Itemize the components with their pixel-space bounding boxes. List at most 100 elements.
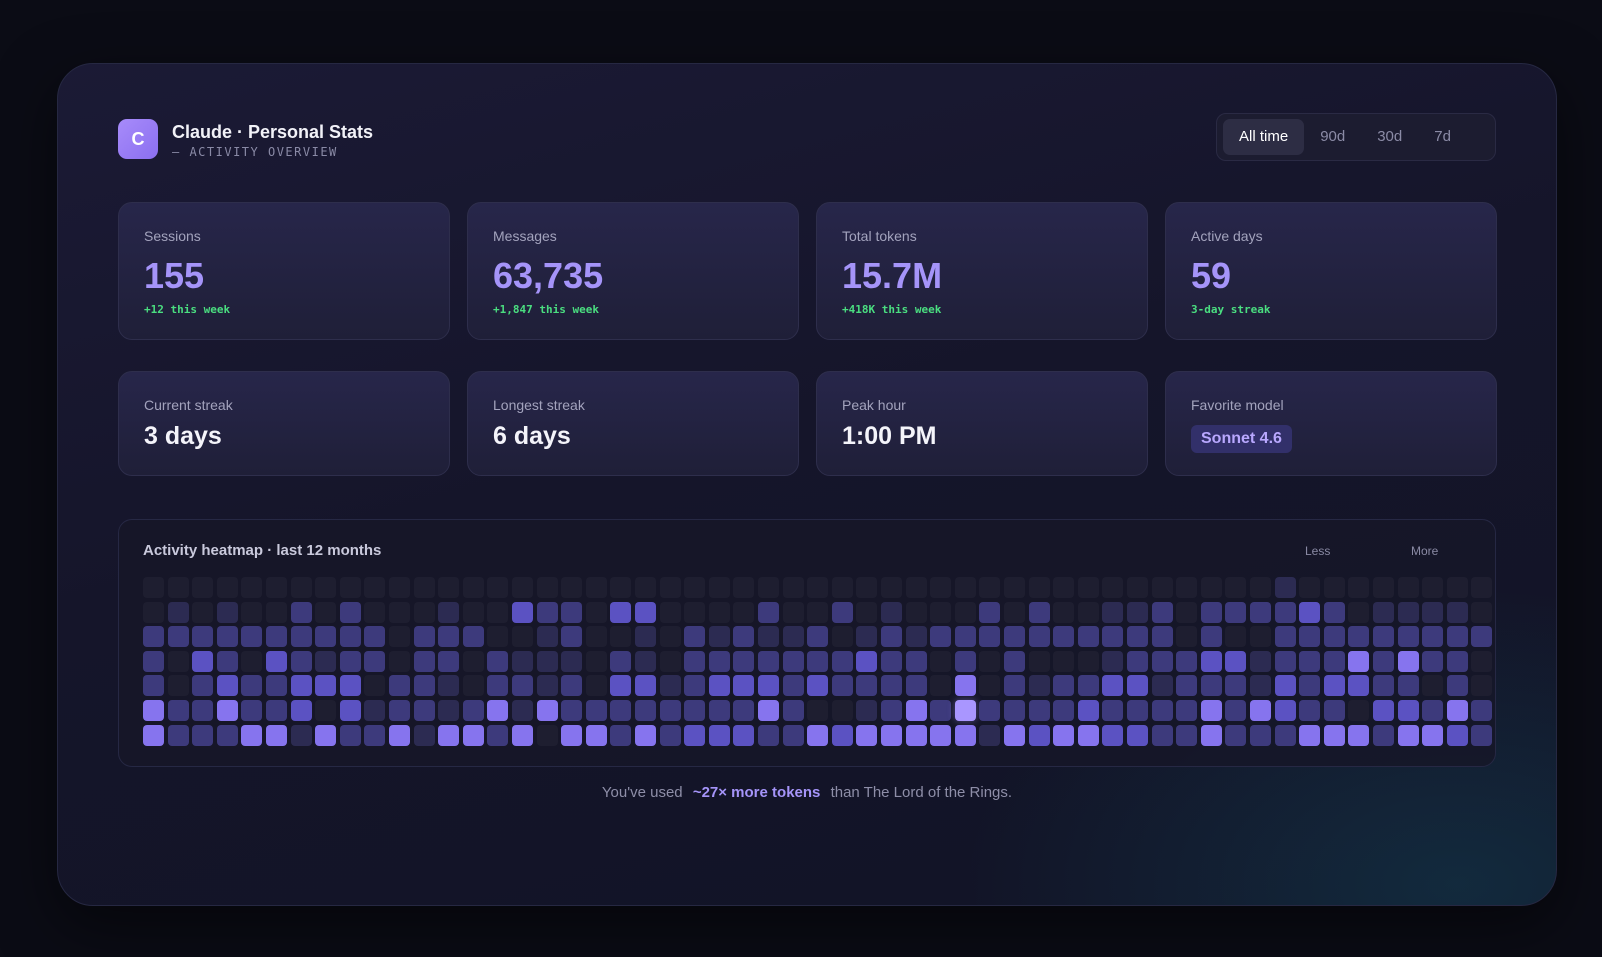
heatmap-cell <box>1446 626 1468 648</box>
range-30d[interactable]: 30d <box>1377 128 1403 145</box>
heatmap-cell <box>216 650 238 672</box>
stat-delta: +1,847 this week <box>493 303 599 316</box>
heatmap-cell <box>1053 650 1075 672</box>
heatmap-cell <box>585 626 607 648</box>
footer-suffix: than The Lord of the Rings. <box>830 784 1013 801</box>
heatmap-cell <box>905 626 927 648</box>
heatmap-cell <box>512 700 533 721</box>
heatmap-cell <box>1200 577 1222 598</box>
heatmap-cell <box>1028 577 1050 598</box>
heatmap-cell <box>881 577 902 598</box>
heatmap-cell <box>831 675 853 697</box>
heatmap-cell <box>1028 700 1050 721</box>
heatmap-cell <box>831 724 853 746</box>
heatmap-cell <box>216 675 238 697</box>
heatmap-cell <box>143 577 164 598</box>
heatmap-cell <box>610 626 632 648</box>
heatmap-cell <box>635 724 656 746</box>
heatmap-cell <box>536 650 558 672</box>
heatmap-cell <box>1299 601 1321 623</box>
heatmap-cell <box>290 650 312 672</box>
heatmap-cell <box>1422 626 1444 648</box>
heatmap-cell <box>1004 601 1025 623</box>
heatmap-cell <box>831 626 853 648</box>
heatmap-cell <box>954 626 976 648</box>
stat-delta: 3-day streak <box>1191 303 1271 316</box>
heatmap-cell <box>216 700 238 721</box>
heatmap-cell <box>1446 675 1468 697</box>
heatmap-cell <box>512 626 533 648</box>
heatmap-cell <box>1053 601 1075 623</box>
heatmap-cell <box>192 626 214 648</box>
heatmap-cell <box>1200 650 1222 672</box>
heatmap-cell <box>143 675 164 697</box>
stat-value: 59 <box>1191 255 1232 296</box>
heatmap-cell <box>241 601 263 623</box>
heatmap-cell <box>290 724 312 746</box>
heatmap-cell <box>782 577 804 598</box>
heatmap-cell <box>143 700 164 721</box>
heatmap-cell <box>192 675 214 697</box>
heatmap-cell <box>192 700 214 721</box>
total-tokens-card: Total tokens 15.7M +418K this week <box>816 202 1148 340</box>
heatmap-cell <box>684 700 706 721</box>
heatmap-cell <box>1446 724 1468 746</box>
heatmap-cell <box>1151 626 1173 648</box>
heatmap-cell <box>1077 675 1099 697</box>
heatmap-cell <box>1299 626 1321 648</box>
heatmap-cell <box>905 700 927 721</box>
heatmap-cell <box>167 675 189 697</box>
stat-label: Active days <box>1191 228 1263 244</box>
detail-value: 1:00 PM <box>842 422 937 450</box>
heatmap-cell <box>610 577 632 598</box>
heatmap-cell <box>389 601 410 623</box>
heatmap-cell <box>1446 650 1468 672</box>
heatmap-cell <box>364 724 386 746</box>
heatmap-cell <box>143 650 164 672</box>
heatmap-cell <box>462 650 484 672</box>
heatmap-cell <box>979 675 1001 697</box>
heatmap-cell <box>1176 577 1198 598</box>
heatmap-cell <box>733 626 755 648</box>
heatmap-cell <box>389 724 410 746</box>
heatmap-cell <box>1004 577 1025 598</box>
heatmap-cell <box>413 577 435 598</box>
detail-value: 6 days <box>493 422 571 450</box>
heatmap-cell <box>758 577 779 598</box>
range-all-time[interactable]: All time <box>1223 119 1305 155</box>
heatmap-cell <box>1323 626 1345 648</box>
heatmap-cell <box>1127 724 1148 746</box>
heatmap-cell <box>1127 577 1148 598</box>
heatmap-cell <box>1053 626 1075 648</box>
heatmap-cell <box>1422 577 1444 598</box>
heatmap-cell <box>807 626 829 648</box>
heatmap-cell <box>241 700 263 721</box>
heatmap-cell <box>561 650 583 672</box>
heatmap-cell <box>389 650 410 672</box>
heatmap-cell <box>1299 650 1321 672</box>
heatmap-cell <box>266 724 287 746</box>
heatmap-cell <box>1102 577 1124 598</box>
heatmap-cell <box>1077 700 1099 721</box>
heatmap-cell <box>462 626 484 648</box>
heatmap-cell <box>1422 724 1444 746</box>
range-7d[interactable]: 7d <box>1434 128 1451 145</box>
stat-value: 15.7M <box>842 255 943 296</box>
footer-prefix: You've used <box>601 784 683 801</box>
heatmap-cell <box>266 577 287 598</box>
heatmap-cell <box>807 675 829 697</box>
heatmap-cell <box>905 675 927 697</box>
heatmap-cell <box>758 601 779 623</box>
heatmap-cell <box>1250 626 1271 648</box>
heatmap-cell <box>1053 675 1075 697</box>
heatmap-cell <box>807 700 829 721</box>
heatmap-cell <box>1028 650 1050 672</box>
heatmap-cell <box>585 724 607 746</box>
heatmap-cell <box>954 601 976 623</box>
heatmap-cell <box>462 675 484 697</box>
heatmap-cell <box>807 601 829 623</box>
range-90d[interactable]: 90d <box>1320 128 1346 145</box>
heatmap-cell <box>1127 700 1148 721</box>
heatmap-cell <box>536 700 558 721</box>
heatmap-cell <box>536 626 558 648</box>
